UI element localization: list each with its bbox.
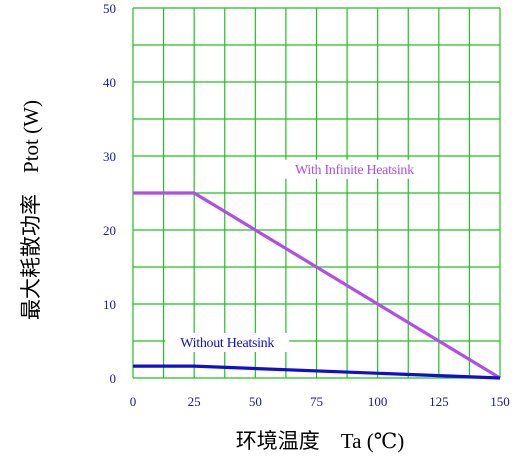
y-axis-title: 最大耗散功率 Ptot (W) <box>19 100 43 320</box>
y-tick-label: 50 <box>103 1 116 16</box>
series-line-without-heatsink <box>133 364 501 380</box>
x-tick-label: 125 <box>429 394 449 409</box>
y-tick-label: 30 <box>103 149 116 164</box>
x-tick-label: 100 <box>368 394 388 409</box>
tick-labels: 0 25 50 75 100 125 150 0 10 20 30 40 50 <box>103 1 510 409</box>
annotation-without-heatsink: Without Heatsink <box>180 336 274 351</box>
annotation-box-without-heatsink <box>165 332 290 352</box>
x-tick-label: 150 <box>490 394 510 409</box>
y-tick-label: 0 <box>110 371 117 386</box>
series-line-with-infinite-heatsink <box>133 191 501 380</box>
y-tick-label: 10 <box>103 297 116 312</box>
x-tick-label: 75 <box>310 394 323 409</box>
x-tick-label: 50 <box>249 394 262 409</box>
x-axis-title: 环境温度 Ta (℃) <box>236 429 404 453</box>
annotations: With Infinite Heatsink Without Heatsink <box>165 159 435 352</box>
series-group <box>133 191 501 380</box>
grid <box>132 7 501 379</box>
x-tick-label: 0 <box>130 394 137 409</box>
y-tick-label: 20 <box>103 223 116 238</box>
annotation-with-infinite-heatsink: With Infinite Heatsink <box>295 163 414 178</box>
annotation-box-with-heatsink <box>274 159 435 179</box>
y-tick-label: 40 <box>103 75 116 90</box>
x-tick-label: 25 <box>188 394 201 409</box>
